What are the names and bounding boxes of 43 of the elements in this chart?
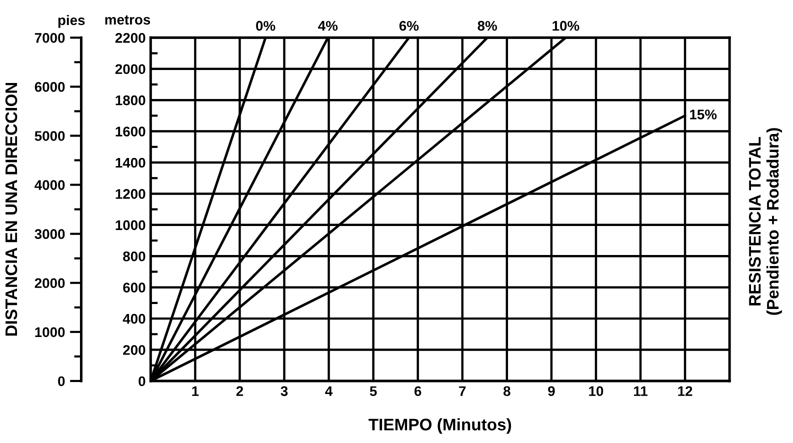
y2-tick-label: 3000: [34, 229, 65, 240]
x-axis-title: TIEMPO (Minutos): [368, 418, 512, 434]
y-tick-label: 1400: [116, 158, 146, 168]
y-tick-label: 600: [123, 282, 146, 293]
x-tick-label: 12: [678, 386, 692, 396]
x-tick-label: 5: [370, 386, 377, 396]
series-label: 15%: [690, 110, 717, 120]
x-tick-label: 2: [236, 386, 244, 396]
y-tick-label: 0: [138, 376, 146, 386]
y2-tick-label: 7000: [34, 32, 65, 43]
y2-tick-label: 4000: [34, 180, 65, 190]
x-tick-label: 3: [280, 386, 288, 396]
y-tick-label: 1600: [116, 126, 146, 136]
y2-tick-label: 1000: [35, 327, 65, 338]
y-tick-label: 1000: [116, 220, 146, 230]
series-label: 4%: [318, 20, 338, 31]
x-tick-label: 7: [459, 386, 466, 396]
series-label: 10%: [552, 20, 580, 31]
y-axis-title: metros: [105, 15, 150, 25]
x-tick-label: 10: [589, 386, 604, 396]
y-tick-label: 800: [123, 251, 146, 262]
x-tick-label: 4: [325, 386, 333, 396]
y2-tick-label: 2000: [34, 278, 65, 288]
text: RESISTENCIA TOTAL (Pendiento + Rodadura): [748, 128, 782, 315]
y-tick-label: 2000: [115, 64, 146, 74]
x-tick-label: 9: [548, 386, 555, 396]
text: pies: [58, 14, 85, 28]
x-tick-label: 8: [503, 386, 510, 396]
y2-tick-label: 0: [58, 376, 65, 386]
x-tick-label: 11: [634, 386, 648, 396]
y-tick-label: 1800: [116, 95, 146, 106]
series-label: 8%: [478, 20, 497, 31]
x-tick-label: 6: [414, 386, 422, 396]
x-tick-label: 1: [192, 386, 199, 396]
series-label: 6%: [399, 20, 419, 31]
y-tick-label: 2200: [115, 32, 146, 43]
y2-axis-title: DISTANCIA EN UNA DIRECCION: [5, 82, 18, 336]
y-tick-label: 400: [122, 314, 146, 324]
series-label: 0%: [256, 20, 276, 31]
y2-tick-label: 5000: [34, 131, 65, 141]
y-tick-label: 1200: [116, 189, 146, 199]
y2-tick-label: 6000: [34, 82, 65, 92]
y-tick-label: 200: [123, 345, 146, 355]
